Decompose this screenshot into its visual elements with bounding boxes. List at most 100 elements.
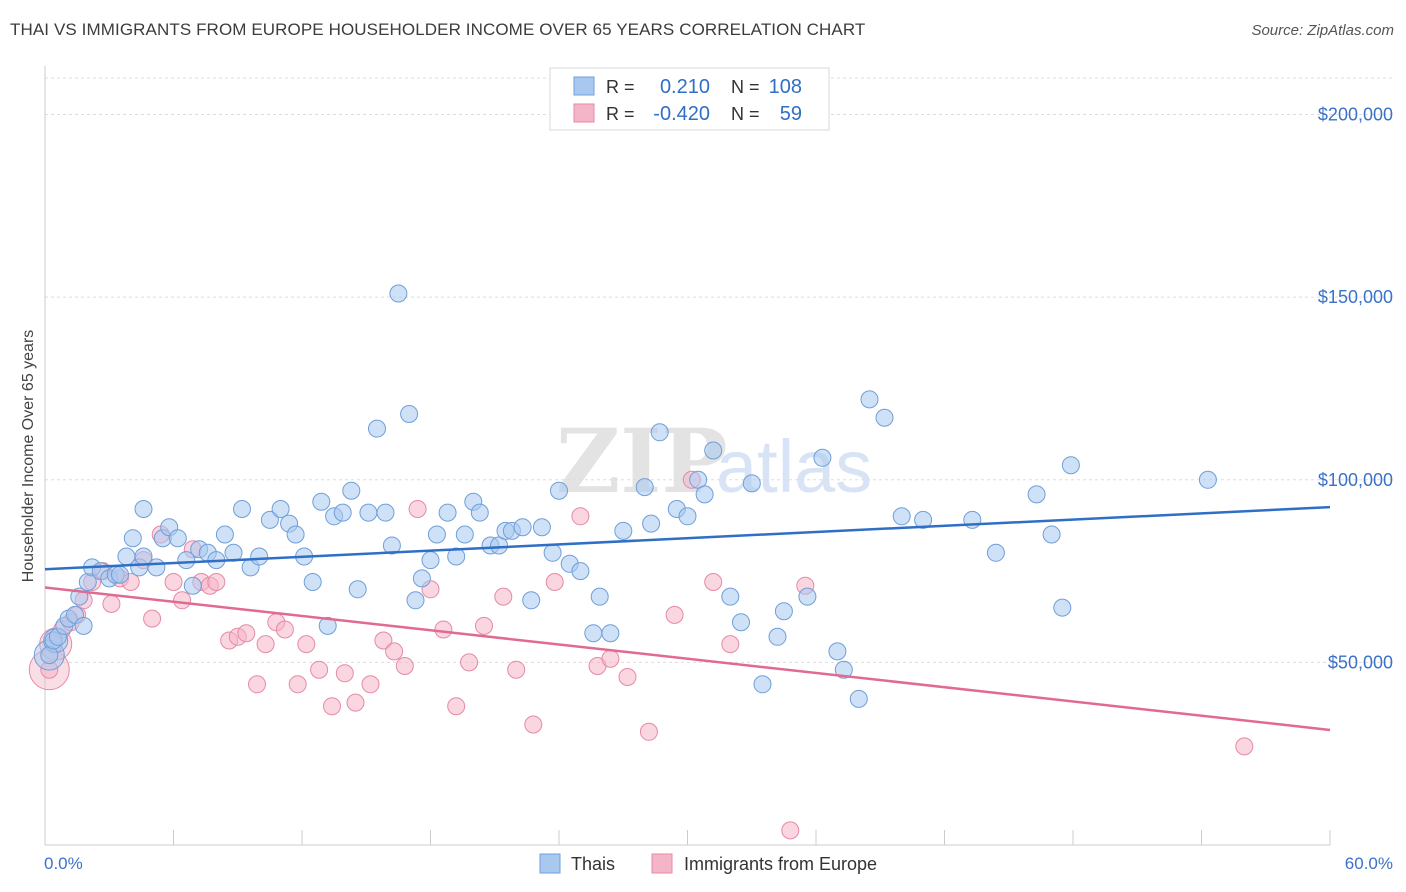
series-europe-points [28,470,1254,840]
legend-n-value-thais: 108 [769,76,802,98]
thais-point [333,503,352,522]
europe-trend-line [44,586,1331,732]
europe-point [781,821,800,840]
legend-r-value-thais: 0.210 [660,76,710,98]
thais-point [1042,525,1061,544]
europe-point [143,609,162,628]
chart-title: THAI VS IMMIGRANTS FROM EUROPE HOUSEHOLD… [10,20,866,39]
thais-point [584,624,603,643]
thais-point [768,627,787,646]
thais-point [860,390,879,409]
thais-point [447,547,466,566]
europe-point [374,631,393,650]
europe-point [408,500,427,518]
europe-point [665,605,684,624]
y-axis-title: Householder Income Over 65 years [20,330,37,583]
europe-point [460,653,479,672]
y-tick-label: $150,000 [1318,287,1393,307]
thais-point [590,587,609,606]
legend-swatch-thais [573,76,595,96]
europe-point [361,675,380,694]
bottom-legend-label-europe: Immigrants from Europe [684,854,877,874]
thais-point [798,587,817,606]
europe-point [385,642,404,661]
thais-point [875,408,894,427]
europe-point [434,620,453,639]
thais-point [513,518,532,537]
thais-point [742,474,761,493]
europe-point [507,660,526,679]
thais-point [215,525,234,544]
x-tick-label-max: 60.0% [1345,854,1393,873]
legend-r-label-europe: R = [606,104,635,124]
thais-point [368,419,386,438]
thais-point [828,642,847,661]
europe-point [173,591,192,610]
europe-point [164,573,183,591]
y-tick-label: $100,000 [1318,470,1393,490]
europe-point [288,675,307,694]
thais-point [177,551,196,570]
europe-point [275,620,294,639]
thais-point [774,602,793,621]
thais-point [635,478,654,497]
europe-point [1235,737,1254,756]
thais-point [286,525,305,544]
thais-point [427,525,446,544]
europe-point [237,624,256,643]
thais-point [233,500,251,518]
legend-swatch-europe [573,103,595,123]
thais-point [74,616,93,635]
europe-point [248,675,266,694]
thais-point [522,591,541,610]
thais-point [732,613,750,632]
thais-point [271,500,290,518]
europe-point [571,507,590,526]
thais-point [312,492,331,511]
europe-point [395,657,414,675]
thais-point [168,529,187,548]
thais-point [753,675,772,694]
thais-point [550,481,568,500]
thais-point [892,507,911,526]
series-thais-points [33,284,1217,708]
thais-point [1061,456,1080,475]
europe-point [524,715,543,734]
legend-n-label-europe: N = [731,104,760,124]
thais-trend-line [44,505,1331,571]
europe-point [704,573,723,591]
bottom-legend-swatch-europe [651,853,673,874]
thais-point [1198,470,1217,489]
bottom-legend-swatch-thais [539,853,561,874]
europe-point [447,697,466,716]
source-label: Source: ZipAtlas.com [1251,22,1394,39]
thais-point [359,503,378,522]
europe-point [545,573,564,591]
thais-point [400,405,419,423]
thais-point [650,423,669,442]
thais-point [834,660,853,679]
thais-point [986,543,1005,562]
europe-point [601,649,620,668]
thais-point [695,485,714,504]
europe-point [494,587,513,606]
thais-point [571,562,590,581]
thais-point [914,510,933,529]
x-tick-label-min: 0.0% [44,854,83,873]
thais-point [678,507,697,526]
thais-point [704,441,723,460]
thais-point [642,514,661,533]
europe-point [475,616,493,635]
thais-point [303,573,322,591]
europe-point [256,635,275,654]
thais-point [406,591,425,610]
legend: R = 0.210 N = 108 R = -0.420 N = 59 [549,67,830,131]
legend-n-value-europe: 59 [780,103,802,125]
thais-point [455,525,474,544]
thais-point [813,448,832,467]
thais-point [601,624,620,643]
legend-r-value-europe: -0.420 [653,103,710,125]
legend-r-label-thais: R = [606,77,635,97]
thais-point [111,565,129,584]
